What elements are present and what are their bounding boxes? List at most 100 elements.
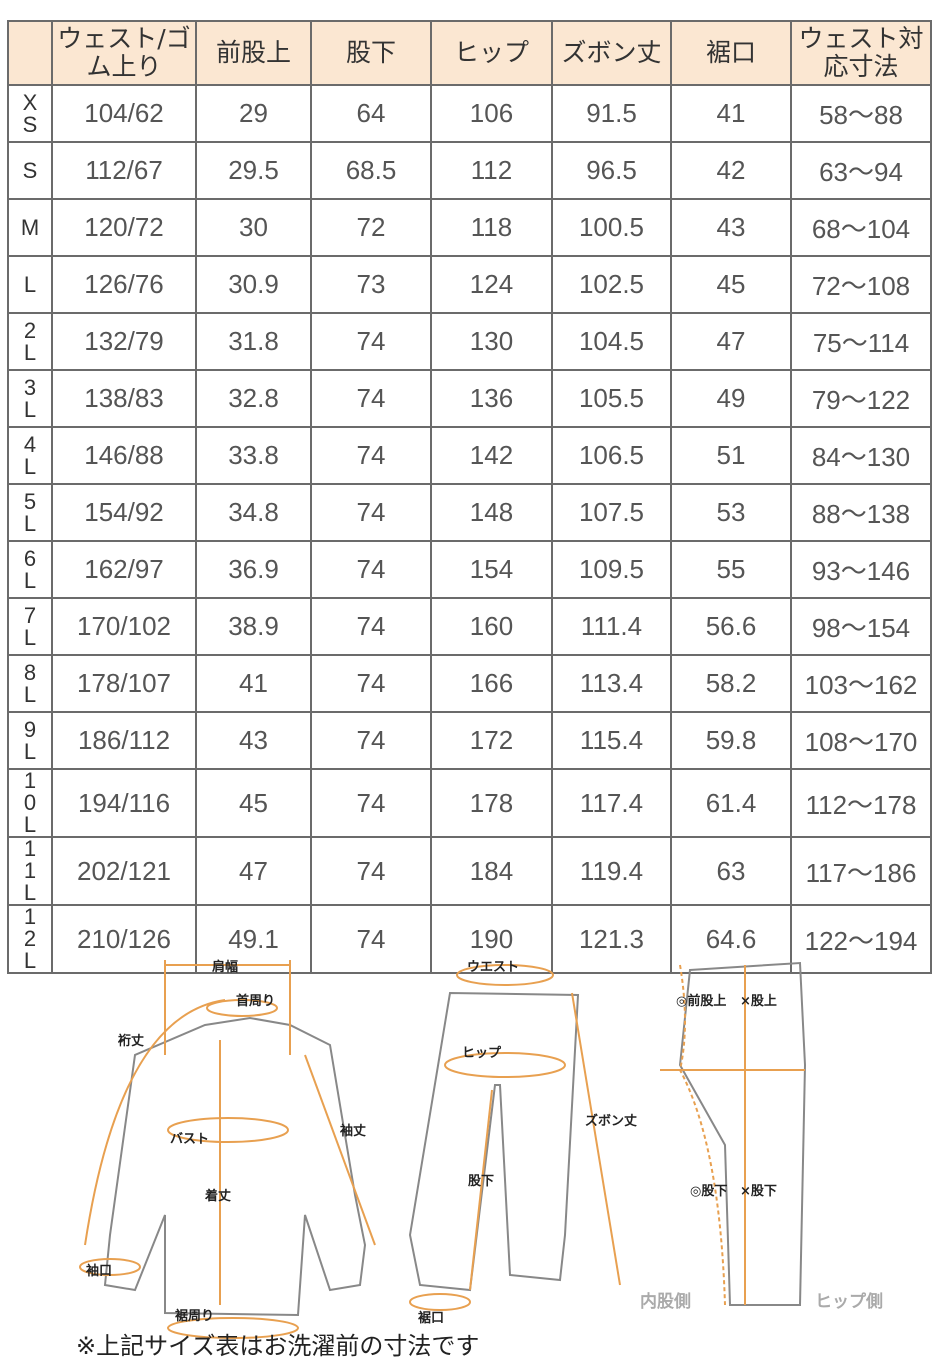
size-label: 3L — [7, 369, 53, 428]
table-cell: 178 — [430, 768, 553, 838]
table-cell: 146/88 — [51, 426, 197, 485]
table-cell: 47 — [670, 312, 792, 371]
table-cell: 34.8 — [195, 483, 312, 542]
table-cell: 51 — [670, 426, 792, 485]
table-row: 8L 178/107 41 74 166 113.4 58.2 103～162 — [7, 654, 932, 713]
size-label: 8L — [7, 654, 53, 713]
size-text: XS — [22, 89, 38, 137]
size-text: 8L — [23, 659, 37, 707]
table-cell: 43 — [195, 711, 312, 770]
label-inner: 内股側 — [640, 1291, 691, 1312]
table-cell: 30.9 — [195, 255, 312, 314]
column-header: ズボン丈 — [551, 20, 672, 86]
table-cell: 58～88 — [790, 84, 932, 143]
size-label: S — [7, 141, 53, 200]
table-cell: 49.1 — [195, 904, 312, 974]
table-cell: 74 — [310, 597, 432, 656]
label-cuff: 袖口 — [86, 1263, 112, 1279]
table-header-row: ウェスト/ゴム上り 前股上 股下 ヒップ ズボン丈 裾口 ウェスト対応寸法 — [7, 20, 932, 86]
table-cell: 148 — [430, 483, 553, 542]
table-cell: 170/102 — [51, 597, 197, 656]
table-cell: 74 — [310, 711, 432, 770]
table-cell: 136 — [430, 369, 553, 428]
table-cell: 29 — [195, 84, 312, 143]
table-cell: 194/116 — [51, 768, 197, 838]
table-cell: 84～130 — [790, 426, 932, 485]
table-cell: 107.5 — [551, 483, 672, 542]
column-header: ヒップ — [430, 20, 553, 86]
table-cell: 91.5 — [551, 84, 672, 143]
table-cell: 154 — [430, 540, 553, 599]
table-cell: 154/92 — [51, 483, 197, 542]
table-row: S 112/67 29.5 68.5 112 96.5 42 63～94 — [7, 141, 932, 200]
size-label: 10L — [7, 768, 53, 838]
table-cell: 33.8 — [195, 426, 312, 485]
table-cell: 138/83 — [51, 369, 197, 428]
table-cell: 112～178 — [790, 768, 932, 838]
column-header: ウェスト対応寸法 — [790, 20, 932, 86]
table-cell: 132/79 — [51, 312, 197, 371]
size-text: 3L — [23, 374, 37, 422]
table-cell: 55 — [670, 540, 792, 599]
label-pants-length: ズボン丈 — [585, 1113, 637, 1129]
table-cell: 36.9 — [195, 540, 312, 599]
size-text: 9L — [23, 716, 37, 764]
label-length: 着丈 — [204, 1188, 231, 1204]
table-cell: 130 — [430, 312, 553, 371]
size-text: 4L — [23, 431, 37, 479]
table-cell: 120/72 — [51, 198, 197, 257]
table-cell: 41 — [195, 654, 312, 713]
size-label: 4L — [7, 426, 53, 485]
table-cell: 184 — [430, 836, 553, 906]
table-cell: 61.4 — [670, 768, 792, 838]
table-cell: 103～162 — [790, 654, 932, 713]
size-text: 12L — [23, 904, 37, 973]
size-text: 7L — [23, 602, 37, 650]
size-table: ウェスト/ゴム上り 前股上 股下 ヒップ ズボン丈 裾口 ウェスト対応寸法 XS 104/62… — [7, 20, 932, 974]
size-label: M — [7, 198, 53, 257]
label-pants-hem: 裾口 — [418, 1310, 444, 1326]
table-cell: 74 — [310, 540, 432, 599]
label-waist: ウエスト — [467, 960, 519, 975]
table-cell: 172 — [430, 711, 553, 770]
size-label: 7L — [7, 597, 53, 656]
table-cell: 64.6 — [670, 904, 792, 974]
table-cell: 75～114 — [790, 312, 932, 371]
size-label: XS — [7, 84, 53, 143]
size-label: 12L — [7, 904, 53, 974]
table-cell: 121.3 — [551, 904, 672, 974]
table-cell: 49 — [670, 369, 792, 428]
label-rise: ×股上 — [740, 994, 777, 1009]
table-row: 4L 146/88 33.8 74 142 106.5 51 84～130 — [7, 426, 932, 485]
table-cell: 42 — [670, 141, 792, 200]
table-cell: 72 — [310, 198, 432, 257]
table-cell: 63～94 — [790, 141, 932, 200]
table-row: 9L 186/112 43 74 172 115.4 59.8 108～170 — [7, 711, 932, 770]
table-cell: 74 — [310, 904, 432, 974]
table-cell: 119.4 — [551, 836, 672, 906]
table-cell: 186/112 — [51, 711, 197, 770]
table-cell: 45 — [670, 255, 792, 314]
table-cell: 74 — [310, 836, 432, 906]
table-cell: 29.5 — [195, 141, 312, 200]
table-cell: 160 — [430, 597, 553, 656]
size-label: 2L — [7, 312, 53, 371]
size-text: 5L — [23, 488, 37, 536]
size-text: 6L — [23, 545, 37, 593]
table-cell: 126/76 — [51, 255, 197, 314]
table-cell: 53 — [670, 483, 792, 542]
table-cell: 115.4 — [551, 711, 672, 770]
table-cell: 74 — [310, 369, 432, 428]
column-header: 前股上 — [195, 20, 312, 86]
table-row: 11L 202/121 47 74 184 119.4 63 117～186 — [7, 836, 932, 906]
table-row: 10L 194/116 45 74 178 117.4 61.4 112～178 — [7, 768, 932, 838]
table-cell: 59.8 — [670, 711, 792, 770]
table-row: 6L 162/97 36.9 74 154 109.5 55 93～146 — [7, 540, 932, 599]
table-cell: 68～104 — [790, 198, 932, 257]
size-text: M — [20, 214, 40, 240]
table-cell: 117.4 — [551, 768, 672, 838]
table-cell: 88～138 — [790, 483, 932, 542]
size-text: 10L — [23, 768, 37, 837]
label-inseam-x: ×股下 — [740, 1184, 777, 1199]
table-cell: 100.5 — [551, 198, 672, 257]
